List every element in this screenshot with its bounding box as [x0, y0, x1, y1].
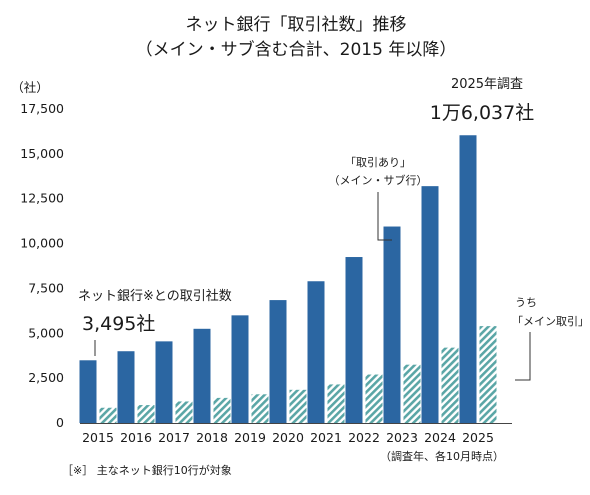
- bar-total-2025: [459, 135, 477, 423]
- bar-main-2020: [289, 389, 307, 423]
- annotation-main-label-line2: 「メイン取引」: [512, 314, 589, 328]
- bar-main-2019: [251, 394, 269, 423]
- x-tick-label: 2023: [386, 430, 418, 445]
- x-tick-label: 2022: [348, 430, 380, 445]
- y-tick-label: 0: [56, 415, 64, 430]
- annotation-total-label-line2: （メイン・サブ行）: [329, 173, 428, 187]
- survey-note: （調査年、各10月時点）: [380, 449, 504, 463]
- y-tick-label: 10,000: [20, 236, 64, 251]
- bar-main-2016: [137, 405, 155, 423]
- y-axis-unit-label: （社）: [11, 80, 49, 95]
- x-tick-label: 2018: [196, 430, 228, 445]
- y-tick-label: 5,000: [28, 325, 64, 340]
- bar-total-2023: [383, 226, 401, 423]
- bar-total-2015: [79, 360, 97, 423]
- y-tick-label: 2,500: [28, 370, 64, 385]
- annotation-2015-label: ネット銀行※との取引社数: [78, 288, 232, 304]
- y-tick-label: 7,500: [28, 280, 64, 295]
- bar-total-2024: [421, 186, 439, 423]
- bar-total-2018: [193, 328, 211, 423]
- bar-total-2022: [345, 257, 363, 423]
- x-tick-label: 2020: [272, 430, 304, 445]
- annotation-main-label-line1: うち: [515, 296, 537, 309]
- bar-main-2022: [365, 374, 383, 423]
- footnote: ［※］ 主なネット銀行10行が対象: [62, 463, 232, 477]
- annotation-total-leader: [377, 192, 392, 241]
- chart-title-line1: ネット銀行「取引社数」推移: [186, 15, 407, 35]
- x-tick-label: 2025: [462, 430, 494, 445]
- bar-total-2020: [269, 300, 287, 423]
- bar-main-2018: [213, 397, 231, 423]
- annotation-main-leader: [515, 332, 531, 381]
- bar-main-2023: [403, 364, 421, 423]
- bar-total-2021: [307, 281, 325, 423]
- bar-total-2016: [117, 351, 135, 423]
- bar-main-2025: [479, 326, 497, 423]
- x-tick-label: 2015: [82, 430, 114, 445]
- annotation-2025-value: 1万6,037社: [430, 102, 534, 124]
- bar-main-2024: [441, 347, 459, 423]
- x-tick-label: 2017: [158, 430, 190, 445]
- chart-title-line2: （メイン・サブ含む合計、2015 年以降）: [136, 39, 457, 60]
- y-tick-label: 12,500: [20, 191, 64, 206]
- x-tick-label: 2019: [234, 430, 266, 445]
- annotation-2015-value: 3,495社: [82, 313, 155, 335]
- annotation-2025-label: 2025年調査: [451, 77, 523, 92]
- x-tick-label: 2024: [424, 430, 456, 445]
- bar-main-2021: [327, 384, 345, 423]
- x-tick-label: 2016: [120, 430, 152, 445]
- bar-total-2019: [231, 315, 249, 423]
- y-tick-label: 17,500: [20, 101, 64, 116]
- bar-main-2015: [99, 407, 117, 423]
- x-tick-label: 2021: [310, 430, 342, 445]
- y-tick-label: 15,000: [20, 146, 64, 161]
- bar-total-2017: [155, 341, 173, 423]
- annotation-total-label-line1: 「取引あり」: [345, 155, 411, 169]
- bar-main-2017: [175, 401, 193, 423]
